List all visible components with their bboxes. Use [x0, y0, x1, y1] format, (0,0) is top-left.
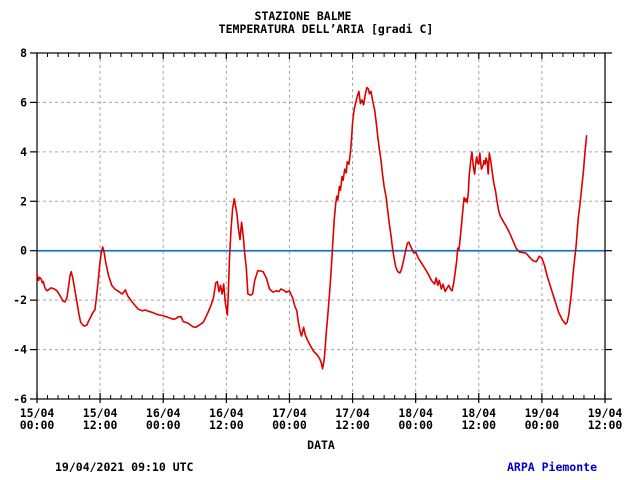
chart-subtitle: TEMPERATURA DELL’ARIA [gradi C]: [218, 22, 434, 36]
x-axis-label: DATA: [307, 438, 335, 452]
y-tick-labels: -6 -4 -2 0 2 4 6 8: [13, 46, 27, 406]
svg-text:19/04: 19/04: [588, 406, 623, 420]
svg-text:16/04: 16/04: [209, 406, 244, 420]
svg-text:16/04: 16/04: [146, 406, 181, 420]
plot-border: [36, 52, 606, 400]
x-tick-labels: 15/0400:0015/0412:0016/0400:0016/0412:00…: [20, 406, 623, 432]
tick-marks: [30, 52, 612, 403]
svg-text:-2: -2: [13, 293, 27, 307]
svg-text:17/04: 17/04: [335, 406, 370, 420]
svg-text:4: 4: [20, 145, 27, 159]
svg-text:12:00: 12:00: [83, 418, 118, 432]
svg-text:-4: -4: [13, 343, 27, 357]
svg-text:17/04: 17/04: [272, 406, 307, 420]
station-title: STAZIONE BALME: [254, 9, 352, 23]
svg-text:12:00: 12:00: [461, 418, 496, 432]
svg-text:00:00: 00:00: [525, 418, 560, 432]
svg-text:8: 8: [20, 46, 27, 60]
svg-text:15/04: 15/04: [83, 406, 118, 420]
generation-timestamp: 19/04/2021 09:10 UTC: [55, 460, 194, 474]
svg-text:18/04: 18/04: [398, 406, 433, 420]
svg-text:12:00: 12:00: [588, 418, 623, 432]
svg-text:12:00: 12:00: [209, 418, 244, 432]
svg-text:00:00: 00:00: [146, 418, 181, 432]
svg-text:18/04: 18/04: [461, 406, 496, 420]
gridlines: [37, 53, 605, 399]
svg-text:12:00: 12:00: [335, 418, 370, 432]
svg-text:00:00: 00:00: [20, 418, 55, 432]
temperature-line: [36, 86, 588, 370]
svg-text:-6: -6: [13, 392, 27, 406]
svg-text:00:00: 00:00: [272, 418, 307, 432]
svg-text:0: 0: [20, 244, 27, 258]
svg-text:19/04: 19/04: [525, 406, 560, 420]
arpa-piemonte-link[interactable]: ARPA Piemonte: [506, 460, 597, 474]
svg-text:2: 2: [20, 194, 27, 208]
svg-text:6: 6: [20, 95, 27, 109]
svg-text:00:00: 00:00: [398, 418, 433, 432]
svg-text:15/04: 15/04: [20, 406, 55, 420]
